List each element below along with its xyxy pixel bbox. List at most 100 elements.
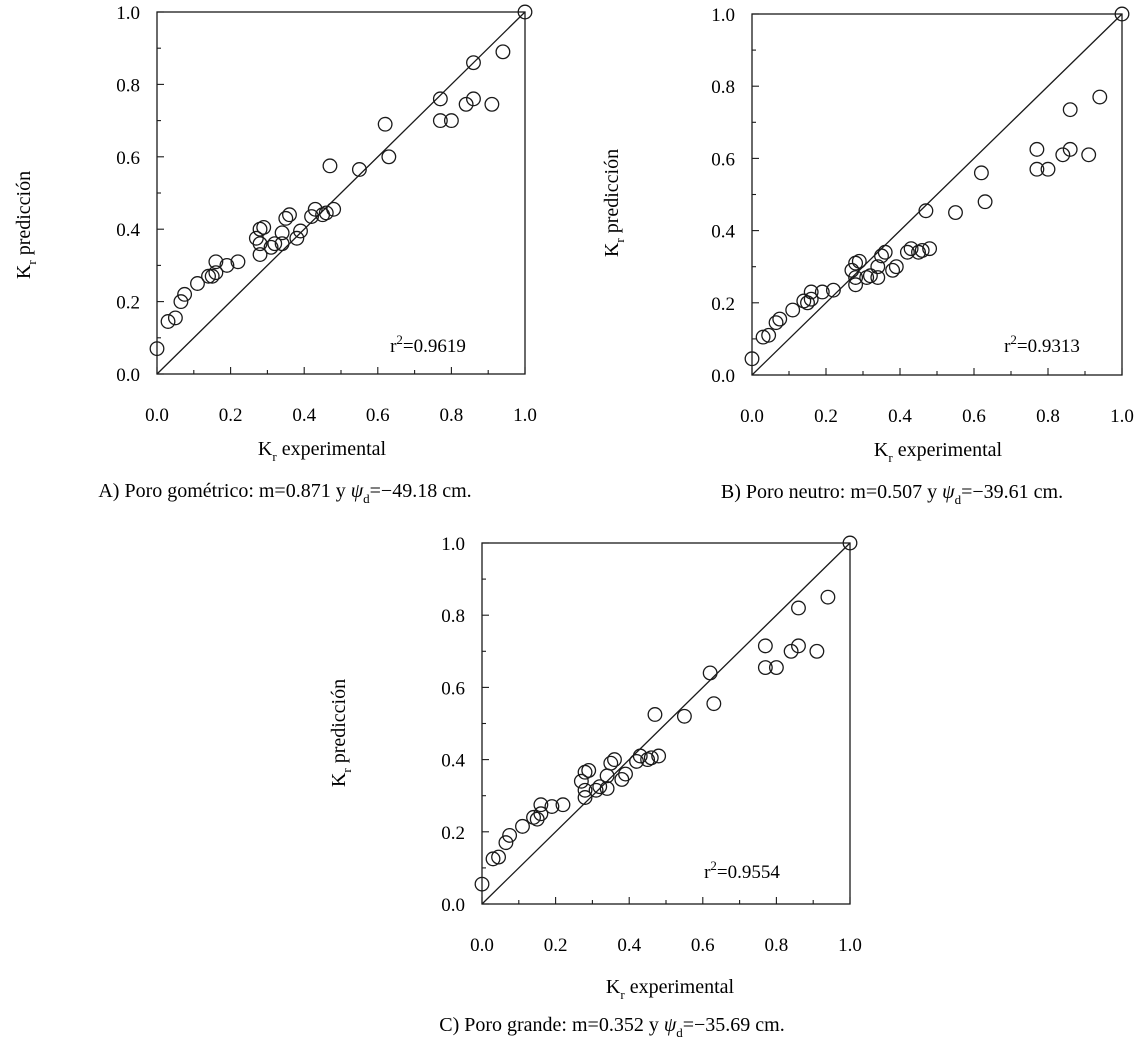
panel-c-x-tick-label: 0.6 <box>691 935 715 956</box>
panel-a-data-point <box>432 91 448 107</box>
panel-c-data-point <box>544 799 560 814</box>
panel-a-data-point <box>278 210 294 226</box>
panel-a-x-tick-label: 0.4 <box>292 405 316 426</box>
panel-c-data-point <box>533 806 549 822</box>
panel-c-x-tick-label: 0.4 <box>617 935 641 956</box>
panel-a-data-point <box>318 205 334 221</box>
panel-b-data-point <box>825 282 841 298</box>
panel-b-scatter: 0.0 0.2 0.4 0.6 0.8 1.0 0.0 0.2 0.4 0.6 0.8 1.0 Kr e… <box>601 5 1134 507</box>
panel-b-y-tick-label: 0.4 <box>711 222 735 243</box>
panel-a-data-point <box>208 265 224 281</box>
panel-b-data-point <box>814 284 830 300</box>
panel-b-data-point <box>768 315 784 331</box>
panel-a-y-tick-label: 0.2 <box>116 293 140 314</box>
panel-b-data-point <box>918 203 934 219</box>
panel-c-caption: C) Poro grande: m=0.352 y ψd=−35.69 cm. <box>439 1014 785 1040</box>
panel-c-data-point <box>592 779 608 795</box>
panel-c-data-point <box>706 696 722 712</box>
panel-b-data-point <box>761 327 777 343</box>
panel-c-data-point <box>791 638 806 654</box>
panel-a-y-tick-label: 0.6 <box>116 148 140 169</box>
panel-c-data-point <box>757 638 773 654</box>
panel-c-x-axis-label: Kr experimental <box>606 976 735 1002</box>
panel-a-data-point <box>167 310 183 326</box>
panel-c-data-point <box>632 748 648 764</box>
panel-c-data-point <box>588 782 604 798</box>
panel-c-data-point <box>676 708 692 724</box>
panel-c-data-point <box>603 755 619 771</box>
panel-a-x-tick-label: 1.0 <box>513 405 537 426</box>
panel-c-data-point <box>533 797 549 813</box>
panel-b-data-point <box>948 205 963 221</box>
panel-a-data-point <box>208 254 224 270</box>
panel-b-data-point <box>1055 147 1071 163</box>
panel-a-data-point <box>252 247 268 262</box>
panel-c-y-tick-label: 0.4 <box>441 751 465 772</box>
panel-b-data-point <box>800 295 815 311</box>
panel-c-x-tick-label: 1.0 <box>838 935 862 956</box>
panel-a-y-tick-label: 0.4 <box>116 220 140 241</box>
panel-a-data-point <box>484 96 500 112</box>
panel-a-data-point <box>190 276 205 291</box>
panel-a-data-point <box>256 219 272 235</box>
panel-b-data-point <box>1081 147 1097 163</box>
panel-a-x-axis-label: Kr experimental <box>258 438 387 464</box>
panel-a-data-point <box>466 55 481 71</box>
panel-c-y-tick-label: 1.0 <box>441 534 465 555</box>
panel-c-data-point <box>515 818 530 834</box>
panel-a-x-tick-label: 0.0 <box>145 405 169 426</box>
panel-a-data-point <box>274 225 290 241</box>
panel-a-data-point <box>230 254 246 270</box>
panel-a-y-tick-label: 0.0 <box>116 365 140 386</box>
panel-a-data-point <box>263 239 279 255</box>
panel-b-r-squared-label: r2=0.9313 <box>1004 332 1080 357</box>
panel-a-data-point <box>432 113 448 129</box>
panel-c-data-point <box>768 660 784 675</box>
panel-b-data-point <box>877 244 893 260</box>
panel-b-data-point <box>922 241 938 257</box>
panel-c-r-squared-label: r2=0.9554 <box>704 858 780 883</box>
panel-c-data-point <box>647 707 663 722</box>
panel-c-data-point <box>577 790 593 805</box>
panel-b-y-tick-label: 0.6 <box>711 149 735 170</box>
panel-a-data-point <box>443 113 459 129</box>
panel-b-data-point <box>772 311 788 327</box>
panel-b-data-point <box>874 248 889 264</box>
panel-b-data-point <box>899 244 915 260</box>
panel-c-data-point <box>791 600 806 616</box>
panel-c-y-tick-label: 0.0 <box>441 895 465 916</box>
panel-b-data-point <box>1062 102 1078 118</box>
panel-b-x-tick-label: 0.2 <box>814 406 838 427</box>
panel-b-data-point <box>848 270 864 285</box>
panel-c-data-point <box>809 643 825 659</box>
panel-b-y-tick-label: 0.2 <box>711 294 735 315</box>
panel-b-x-axis-label: Kr experimental <box>874 439 1003 465</box>
panel-b-data-point <box>914 243 930 258</box>
panel-b-data-point <box>1040 161 1056 177</box>
panel-c-x-tick-label: 0.8 <box>765 935 789 956</box>
panel-a-data-point <box>458 96 474 112</box>
panel-c-data-point <box>820 589 836 605</box>
panel-a-data-point <box>377 116 393 132</box>
panel-c-data-point <box>498 835 514 851</box>
panel-a-data-point <box>322 158 338 174</box>
panel-b-data-point <box>977 194 993 210</box>
panel-c-y-tick-label: 0.8 <box>441 606 465 627</box>
panel-a-data-point <box>517 4 533 20</box>
panel-a-data-point <box>381 149 397 165</box>
panel-a-data-point <box>267 236 283 252</box>
panel-c-data-point <box>474 876 490 892</box>
panel-a-data-point <box>177 286 193 302</box>
panel-c-data-point <box>757 660 773 675</box>
panel-a-data-point <box>201 268 216 284</box>
panel-c-y-tick-label: 0.2 <box>441 823 465 844</box>
panel-a-r-squared-label: r2=0.9619 <box>390 332 466 357</box>
panel-b-x-tick-label: 0.4 <box>888 406 912 427</box>
panel-c-data-point <box>573 773 589 789</box>
panel-a-data-point <box>219 257 235 273</box>
panel-c-data-point <box>702 665 718 681</box>
panel-c-reference-line <box>481 542 851 905</box>
panel-b-data-point <box>1062 141 1078 157</box>
panel-b-data-point <box>888 259 904 275</box>
panel-b-data-point <box>785 302 801 318</box>
